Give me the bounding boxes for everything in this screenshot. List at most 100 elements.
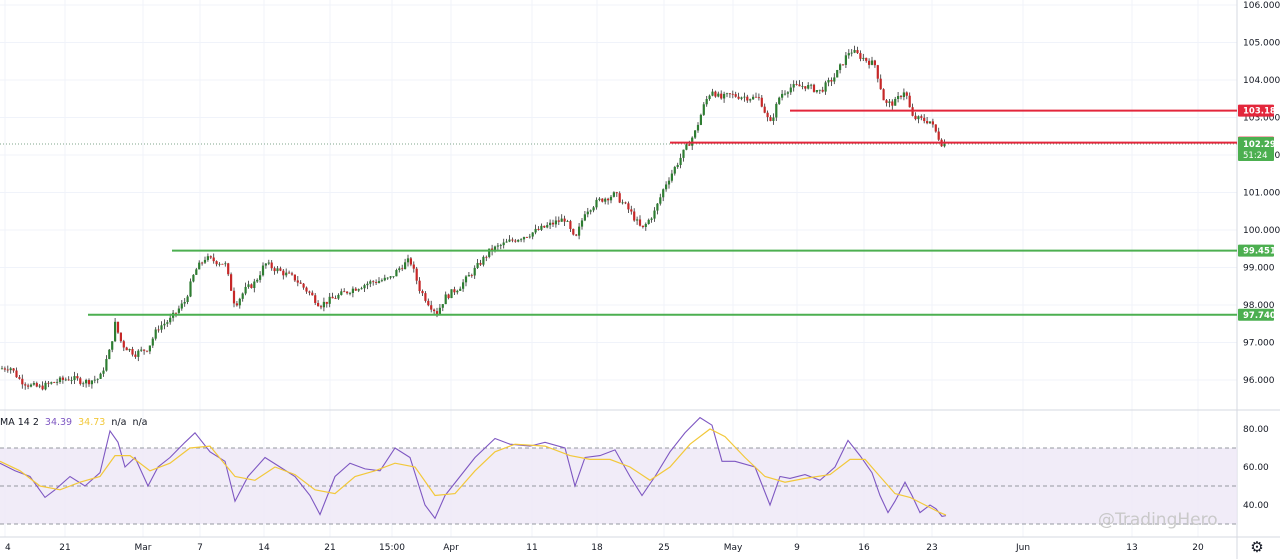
candle-up: [360, 288, 363, 290]
candle-up: [389, 276, 392, 278]
candle-down: [122, 341, 125, 348]
candle-down: [343, 291, 346, 293]
candle-down: [232, 290, 236, 304]
candle-up: [395, 270, 398, 277]
candle-down: [746, 96, 749, 101]
candle-up: [839, 64, 842, 71]
candle-down: [633, 211, 636, 221]
candle-up: [740, 97, 743, 99]
candle-up: [406, 258, 410, 263]
candle-up: [894, 98, 897, 106]
candle-down: [375, 282, 378, 284]
candle-down: [221, 263, 224, 265]
level-label-99-451: 99.451: [1243, 247, 1276, 257]
candle-up: [775, 103, 778, 118]
candle-down: [433, 309, 436, 312]
candle-up: [276, 268, 279, 272]
candle-down: [575, 234, 578, 236]
candle-up: [29, 384, 33, 387]
candle-up: [928, 121, 932, 124]
candle-down: [859, 53, 862, 59]
candle-up: [50, 382, 53, 384]
candle-up: [348, 292, 352, 294]
candle-up: [705, 99, 708, 105]
time-axis-label: 7: [197, 543, 203, 553]
candle-down: [876, 65, 879, 79]
candle-down: [899, 96, 903, 98]
candle-down: [615, 192, 618, 194]
candle-up: [369, 281, 372, 284]
candle-down: [6, 369, 9, 371]
time-axis-label: 14: [258, 543, 270, 553]
candle-up: [340, 291, 343, 295]
candle-up: [203, 259, 207, 263]
gear-icon[interactable]: ⚙: [1250, 538, 1264, 556]
candle-up: [810, 84, 813, 86]
candle-up: [508, 239, 511, 242]
candle-up: [801, 86, 804, 88]
candle-up: [836, 70, 839, 78]
price-axis-label: 105.000: [1243, 39, 1280, 49]
level-label-box: [1238, 244, 1274, 257]
candle-up: [592, 207, 595, 211]
candle-down: [873, 60, 876, 66]
candle-down: [937, 131, 940, 140]
candle-down: [627, 203, 630, 210]
candle-up: [749, 99, 752, 101]
candle-up: [682, 149, 685, 158]
candle-up: [58, 377, 62, 382]
candle-up: [496, 245, 499, 247]
candle-down: [572, 228, 575, 235]
candle-up: [502, 242, 505, 246]
candle-up: [476, 262, 479, 268]
candle-up: [366, 283, 369, 286]
candle-down: [551, 222, 555, 225]
candle-up: [598, 198, 601, 200]
candle-down: [325, 301, 328, 304]
candle-down: [754, 96, 758, 98]
price-axis-label: 100.000: [1243, 226, 1280, 236]
price-axis-label: 103.000: [1243, 114, 1280, 124]
time-axis-label: 21: [324, 543, 335, 553]
candle-down: [882, 89, 885, 101]
time-axis-label: 18: [591, 543, 603, 553]
candle-up: [137, 350, 140, 357]
candle-down: [418, 280, 421, 292]
candle-up: [589, 210, 592, 212]
candle-up: [462, 282, 465, 289]
candle-down: [638, 219, 642, 226]
candle-down: [525, 237, 528, 238]
time-axis-label: 13: [1126, 543, 1137, 553]
candle-up: [473, 267, 476, 276]
candle-up: [256, 279, 259, 282]
candle-down: [485, 256, 488, 258]
candle-down: [3, 368, 6, 370]
candle-down: [795, 84, 798, 85]
candle-down: [317, 302, 320, 307]
candle-down: [447, 294, 450, 299]
candle-up: [186, 296, 189, 303]
candle-up: [105, 359, 108, 371]
candle-up: [328, 296, 331, 304]
candle-up: [322, 301, 325, 308]
candle-up: [224, 263, 227, 265]
candle-down: [41, 385, 44, 390]
candle-down: [157, 329, 160, 331]
candle-down: [427, 300, 430, 306]
candle-down: [618, 193, 621, 203]
candle-up: [337, 294, 340, 299]
candle-down: [308, 291, 311, 293]
candle-down: [61, 377, 64, 380]
candle-up: [517, 239, 520, 242]
candle-down: [250, 284, 253, 288]
candle-up: [93, 379, 96, 381]
candle-up: [549, 222, 552, 226]
candle-up: [659, 197, 662, 204]
time-axis-label: 15:00: [379, 543, 405, 553]
candle-down: [314, 295, 317, 303]
candle-up: [404, 262, 407, 270]
price-axis-label: 104.000: [1243, 76, 1280, 86]
candle-up: [778, 97, 781, 104]
candle-down: [841, 64, 845, 66]
